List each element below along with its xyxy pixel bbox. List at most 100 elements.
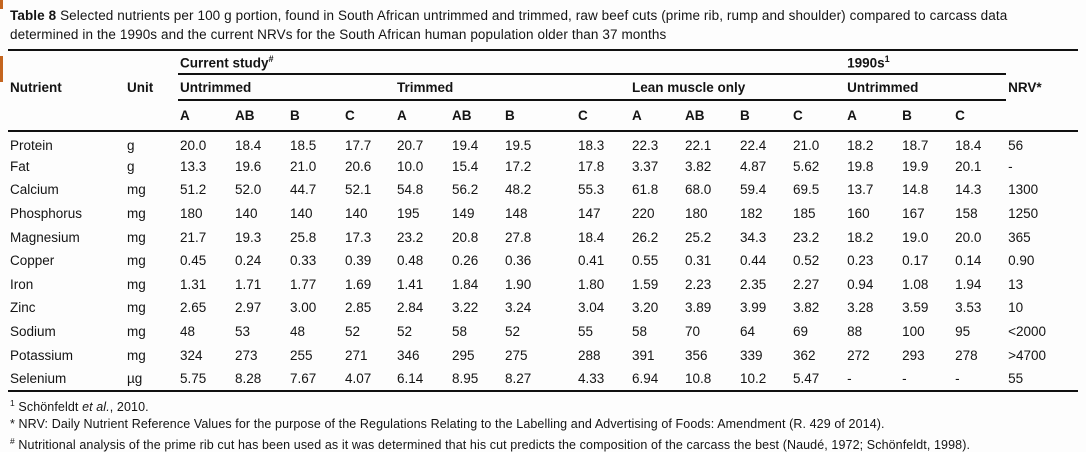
- value-cell: 20.1: [955, 158, 982, 174]
- unit-cell: mg: [127, 347, 146, 363]
- value-cell: 52: [505, 324, 521, 340]
- nrv-cell: 56: [1008, 137, 1024, 153]
- value-cell: 61.8: [632, 182, 659, 198]
- value-cell: 0.26: [452, 253, 479, 269]
- current-study-footnote-marker: #: [268, 53, 274, 64]
- value-cell: 3.99: [740, 300, 767, 316]
- value-cell: 149: [452, 206, 475, 222]
- value-cell: 1.84: [452, 276, 479, 292]
- value-cell: 3.20: [632, 300, 659, 316]
- value-cell: 21.0: [793, 137, 820, 153]
- footnote-text: et al.: [82, 399, 110, 414]
- nutrient-cell: Sodium: [10, 324, 56, 340]
- unit-cell: µg: [125, 366, 178, 392]
- value-cell: 48: [180, 324, 196, 340]
- value-cell: 295: [452, 347, 475, 363]
- value-cell: 0.94: [847, 276, 874, 292]
- value-cell: 34.3: [740, 229, 767, 245]
- header-group-row: Current study# 1990s1: [8, 49, 1079, 75]
- value-cell: 22.3: [632, 137, 659, 153]
- value-cell: 21.0: [290, 158, 317, 174]
- value-cell: 20.7: [397, 137, 424, 153]
- header-grade: C: [953, 100, 1007, 132]
- value-cell: 1.80: [578, 276, 605, 292]
- value-cell: 140: [290, 206, 313, 222]
- table-row: Selenium µg 5.75 8.28 7.67 4.07 6.14 8.95 8.27 4.…: [8, 366, 1079, 392]
- nrv-cell: <2000: [1008, 324, 1047, 340]
- header-grade: A: [845, 100, 901, 132]
- value-cell: 19.0: [902, 229, 929, 245]
- nrv-cell: 13: [1008, 276, 1024, 292]
- nrv-cell: 365: [1008, 229, 1031, 245]
- value-cell: 3.82: [685, 158, 712, 174]
- value-cell: 160: [847, 206, 870, 222]
- header-grade: B: [288, 100, 343, 132]
- nutrient-cell: Iron: [10, 276, 34, 292]
- value-cell: 220: [632, 206, 655, 222]
- header-1990s-label: 1990s: [847, 55, 885, 71]
- value-cell: 0.39: [345, 253, 372, 269]
- value-cell: 52: [345, 324, 361, 340]
- value-cell: -: [845, 366, 901, 392]
- table-row: Sodium mg 48 53 48 52 52 58 52 55 58 70 64 69 88 100 95 <…: [8, 320, 1078, 344]
- value-cell: 22.4: [740, 137, 767, 153]
- value-cell: 1.69: [345, 276, 372, 292]
- value-cell: 356: [685, 347, 708, 363]
- value-cell: 0.55: [632, 253, 659, 269]
- value-cell: 293: [902, 347, 925, 363]
- value-cell: 195: [397, 206, 420, 222]
- unit-cell: mg: [127, 206, 146, 222]
- value-cell: 182: [740, 206, 763, 222]
- value-cell: 147: [578, 206, 601, 222]
- value-cell: 0.41: [578, 253, 605, 269]
- value-cell: 391: [632, 347, 655, 363]
- header-grade: B: [900, 100, 954, 132]
- value-cell: 140: [345, 206, 368, 222]
- value-cell: 158: [955, 206, 978, 222]
- value-cell: 3.82: [793, 300, 820, 316]
- value-cell: 167: [902, 206, 925, 222]
- value-cell: 56.2: [452, 182, 479, 198]
- header-current-study: Current study#: [178, 49, 846, 75]
- unit-cell: mg: [127, 229, 146, 245]
- value-cell: 1.94: [955, 276, 982, 292]
- header-1990s: 1990s1: [845, 49, 1007, 75]
- header-grade: C: [791, 100, 846, 132]
- value-cell: 148: [505, 206, 528, 222]
- header-grade: AB: [450, 100, 503, 132]
- unit-cell: g: [127, 158, 135, 174]
- value-cell: 6.14: [395, 366, 450, 392]
- value-cell: 3.04: [578, 300, 605, 316]
- value-cell: 18.2: [847, 229, 874, 245]
- scan-artifact: [0, 0, 3, 9]
- value-cell: 1.90: [505, 276, 532, 292]
- value-cell: 13.7: [847, 182, 874, 198]
- value-cell: 5.47: [791, 366, 846, 392]
- value-cell: 324: [180, 347, 203, 363]
- footnote: # Nutritional analysis of the prime rib …: [10, 433, 1078, 452]
- value-cell: 53: [235, 324, 251, 340]
- value-cell: 18.3: [578, 137, 605, 153]
- nrv-cell: >4700: [1008, 347, 1047, 363]
- header-spacer: [8, 49, 178, 74]
- value-cell: 22.1: [685, 137, 712, 153]
- footnote-text: , 2010.: [109, 399, 149, 414]
- value-cell: 362: [793, 347, 816, 363]
- header-grade: AB: [683, 100, 738, 132]
- table-caption-label: Table 8: [10, 8, 57, 23]
- header-grade: C: [576, 100, 630, 132]
- value-cell: 68.0: [685, 182, 712, 198]
- nutrient-cell: Calcium: [10, 182, 59, 198]
- value-cell: 2.35: [740, 276, 767, 292]
- header-grade: A: [630, 100, 683, 132]
- value-cell: 55: [578, 324, 594, 340]
- value-cell: 3.53: [955, 300, 982, 316]
- value-cell: 55.3: [578, 182, 605, 198]
- footnote-text: NRV: Daily Nutrient Reference Values for…: [18, 416, 885, 431]
- header-cut-grade-row: A AB B C A AB B C A AB B C A B C: [8, 100, 1079, 132]
- footnote: 1 Schönfeldt et al., 2010.: [10, 395, 1078, 416]
- unit-cell: mg: [127, 253, 146, 269]
- value-cell: 3.37: [632, 158, 659, 174]
- value-cell: 4.87: [740, 158, 767, 174]
- value-cell: 3.59: [902, 300, 929, 316]
